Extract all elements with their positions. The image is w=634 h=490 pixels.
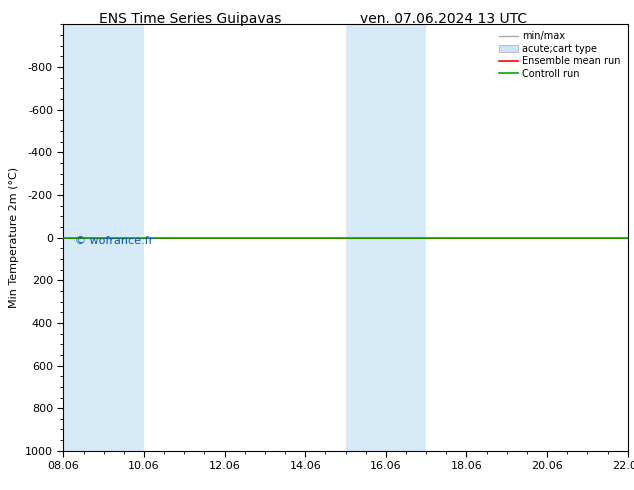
- Text: © wofrance.fr: © wofrance.fr: [75, 236, 153, 245]
- Legend: min/max, acute;cart type, Ensemble mean run, Controll run: min/max, acute;cart type, Ensemble mean …: [497, 29, 623, 80]
- Y-axis label: Min Temperature 2m (°C): Min Temperature 2m (°C): [10, 167, 20, 308]
- Text: ENS Time Series Guipavas: ENS Time Series Guipavas: [99, 12, 281, 26]
- Bar: [104, 24, 144, 451]
- Text: ven. 07.06.2024 13 UTC: ven. 07.06.2024 13 UTC: [360, 12, 527, 26]
- Bar: [386, 24, 426, 451]
- Bar: [63, 24, 104, 451]
- Bar: [346, 24, 386, 451]
- Bar: [628, 24, 634, 451]
